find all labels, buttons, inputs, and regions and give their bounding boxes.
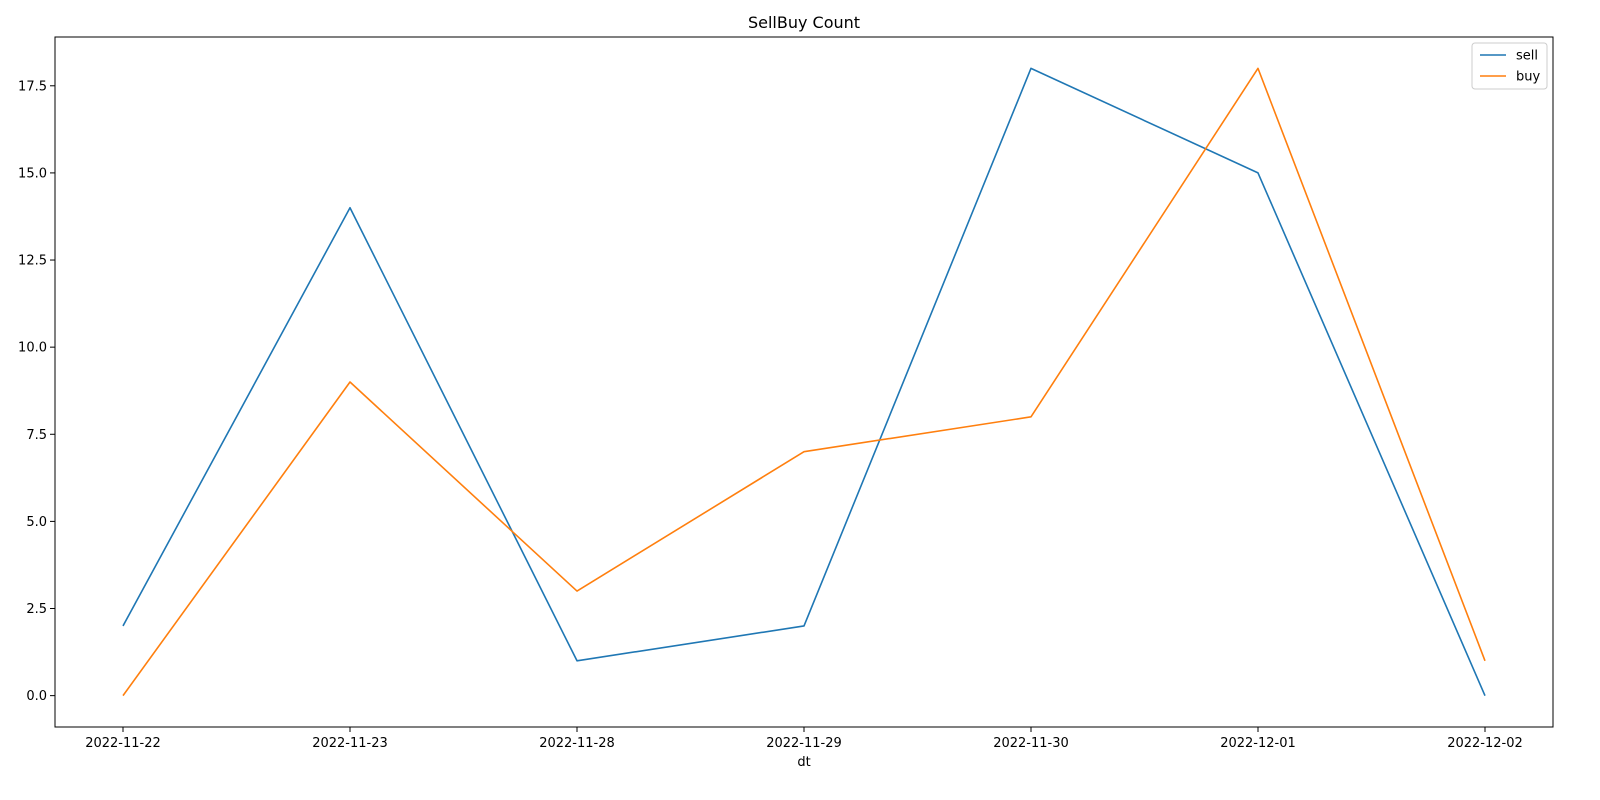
y-tick-label: 5.0 [26,515,47,530]
legend-label-buy: buy [1516,70,1540,85]
y-tick-label: 0.0 [26,689,47,704]
series-line-sell [122,67,1486,696]
y-tick-label: 7.5 [26,428,47,443]
y-tick-label: 10.0 [18,341,47,356]
x-tick-label: 2022-11-23 [312,736,388,751]
legend: sell buy [1471,42,1548,90]
x-tick-label: 2022-11-29 [766,736,842,751]
y-tick-label: 12.5 [18,254,47,269]
series-layer [122,67,1486,697]
y-tick-label: 17.5 [18,79,47,94]
x-axis-label: dt [797,755,810,770]
x-tick-label: 2022-11-30 [993,736,1069,751]
y-tick-label: 15.0 [18,166,47,181]
x-tick-label: 2022-11-22 [85,736,161,751]
x-tick-label: 2022-11-28 [539,736,615,751]
x-tick-label: 2022-12-01 [1220,736,1296,751]
plot-area [54,36,1554,728]
x-axis: 2022-11-22 2022-11-23 2022-11-28 2022-11-29… [85,727,1523,751]
chart-title: SellBuy Count [748,13,860,32]
x-tick-label: 2022-12-02 [1447,736,1523,751]
legend-label-sell: sell [1516,49,1538,64]
y-tick-label: 2.5 [26,602,47,617]
series-line-buy [122,67,1486,697]
y-axis: 0.0 2.5 5.0 7.5 10.0 12.5 15.0 17.5 [18,79,55,704]
